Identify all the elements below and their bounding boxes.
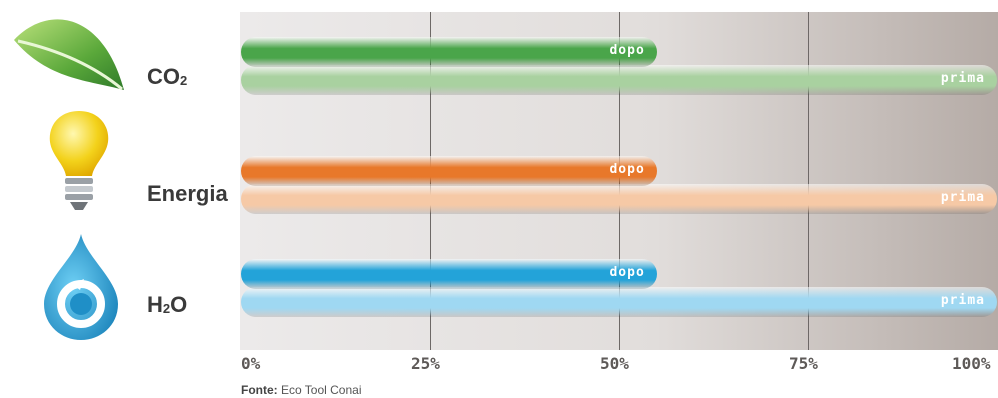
bar-prima: prima xyxy=(241,287,997,317)
bar-label: prima xyxy=(940,293,985,308)
source-label: Fonte: xyxy=(241,383,278,397)
bar-dopo: dopo xyxy=(241,259,657,289)
source-note: Fonte: Eco Tool Conai xyxy=(241,383,362,397)
leaf-icon xyxy=(14,19,124,91)
x-tick-label: 50% xyxy=(600,354,629,373)
bar-label: dopo xyxy=(609,162,645,177)
category-label: H2O xyxy=(147,292,188,317)
source-text: Eco Tool Conai xyxy=(281,383,362,397)
water-drop-icon xyxy=(44,234,118,340)
bar-prima: prima xyxy=(241,65,997,95)
bar-label: prima xyxy=(940,71,985,86)
bar-label: dopo xyxy=(609,43,645,58)
x-tick-label: 75% xyxy=(789,354,818,373)
bar-label: dopo xyxy=(609,265,645,280)
x-tick-label: 100% xyxy=(952,354,991,373)
x-tick-label: 0% xyxy=(241,354,261,373)
lightbulb-icon xyxy=(49,111,109,210)
bar-dopo: dopo xyxy=(241,37,657,67)
bar-prima: prima xyxy=(241,184,997,214)
category-label: Energia xyxy=(147,181,228,206)
x-tick-label: 25% xyxy=(411,354,440,373)
category-label: CO2 xyxy=(147,64,188,89)
bar-dopo: dopo xyxy=(241,156,657,186)
bar-label: prima xyxy=(940,190,985,205)
gridline xyxy=(808,12,809,350)
